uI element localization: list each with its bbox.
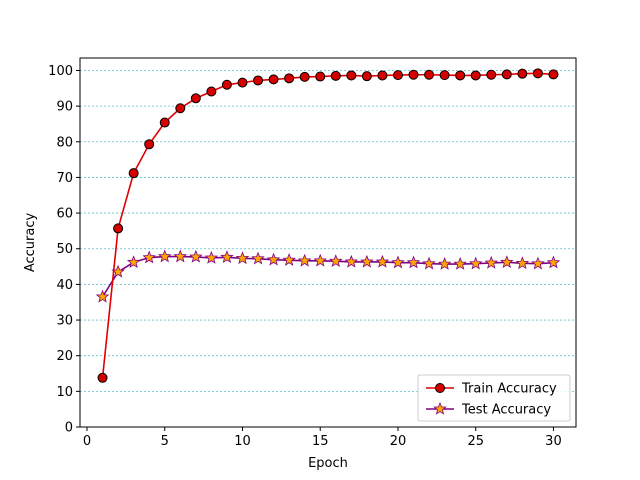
- y-tick-label: 50: [56, 242, 73, 257]
- x-axis-label: Epoch: [308, 456, 348, 471]
- legend-entry-test-accuracy: Test Accuracy: [426, 401, 551, 418]
- train-accuracy-point: [424, 69, 435, 80]
- test-accuracy-point: [531, 256, 545, 270]
- test-accuracy-point: [251, 251, 265, 265]
- test-accuracy-point: [422, 256, 436, 270]
- series-train-accuracy: [97, 68, 559, 383]
- test-accuracy-point: [468, 256, 483, 270]
- test-accuracy-point: [375, 254, 390, 268]
- test-accuracy-point: [220, 250, 234, 264]
- x-tick-label: 10: [234, 434, 251, 449]
- x-axis-ticks: 0 5 10 15 20 25 30: [83, 427, 562, 449]
- train-accuracy-point: [253, 75, 264, 86]
- y-tick-label: 40: [56, 278, 73, 293]
- train-accuracy-point: [532, 68, 543, 79]
- test-accuracy-line: [101, 255, 554, 298]
- test-accuracy-point: [313, 253, 327, 267]
- x-tick-label: 15: [312, 434, 329, 449]
- test-accuracy-point: [437, 256, 452, 270]
- y-tick-label: 20: [56, 349, 73, 364]
- test-accuracy-point: [173, 249, 188, 263]
- train-accuracy-point: [237, 77, 248, 88]
- series-test-accuracy: [95, 249, 561, 303]
- test-accuracy-point: [142, 250, 156, 264]
- test-accuracy-point: [453, 256, 467, 270]
- train-accuracy-point: [548, 69, 559, 80]
- train-accuracy-point: [284, 73, 295, 84]
- test-accuracy-point: [515, 256, 530, 270]
- train-accuracy-point: [175, 103, 186, 114]
- train-accuracy-point: [501, 69, 512, 80]
- y-tick-label: 80: [56, 135, 73, 150]
- legend-marker: [433, 401, 447, 415]
- x-tick-label: 20: [390, 434, 407, 449]
- y-tick-label: 100: [48, 64, 73, 79]
- train-accuracy-line: [101, 72, 554, 378]
- train-accuracy-point: [159, 117, 170, 128]
- legend-marker: [435, 383, 445, 393]
- legend-box: [417, 374, 571, 422]
- train-accuracy-point: [330, 70, 341, 81]
- x-tick-label: 30: [545, 434, 562, 449]
- test-accuracy-point: [360, 254, 374, 268]
- test-accuracy-point: [391, 255, 405, 269]
- test-accuracy-point: [157, 249, 172, 263]
- train-accuracy-point: [206, 86, 217, 97]
- x-tick-label: 0: [83, 434, 91, 449]
- train-accuracy-point: [486, 69, 497, 80]
- y-tick-label: 0: [65, 421, 73, 436]
- test-accuracy-point: [126, 255, 141, 269]
- test-accuracy-point: [204, 250, 219, 264]
- legend: Train Accuracy Test Accuracy: [417, 374, 571, 422]
- test-accuracy-point: [189, 249, 203, 263]
- train-accuracy-point: [470, 70, 481, 81]
- test-accuracy-point: [95, 289, 110, 303]
- train-accuracy-point: [144, 139, 155, 150]
- train-accuracy-point: [299, 71, 310, 82]
- train-accuracy-point: [408, 69, 419, 80]
- x-tick-label: 5: [161, 434, 169, 449]
- train-accuracy-point: [439, 70, 450, 81]
- y-tick-label: 90: [56, 100, 73, 115]
- test-accuracy-point: [329, 254, 343, 267]
- axes-frame: [79, 57, 577, 428]
- legend-label: Test Accuracy: [461, 403, 551, 418]
- train-accuracy-point: [392, 70, 403, 81]
- plot-series: [95, 68, 561, 383]
- test-accuracy-point: [297, 253, 312, 267]
- y-axis-ticks: 0 10 20 30 40 50 60 70 80 90 100: [48, 64, 80, 436]
- grid-lines: [80, 70, 576, 392]
- test-accuracy-point: [235, 251, 250, 265]
- train-accuracy-point: [97, 372, 108, 383]
- legend-label: Train Accuracy: [461, 382, 557, 397]
- x-tick-label: 25: [467, 434, 484, 449]
- train-accuracy-point: [377, 70, 388, 81]
- test-accuracy-point: [282, 253, 296, 266]
- train-accuracy-point: [190, 93, 201, 104]
- train-accuracy-point: [268, 74, 279, 85]
- train-accuracy-point: [361, 71, 372, 82]
- train-accuracy-point: [315, 71, 326, 82]
- legend-entry-train-accuracy: Train Accuracy: [426, 382, 557, 397]
- y-tick-label: 60: [56, 207, 73, 222]
- train-accuracy-point: [113, 223, 124, 234]
- y-axis-label: Accuracy: [23, 213, 38, 273]
- train-accuracy-point: [517, 68, 528, 79]
- train-accuracy-point: [128, 168, 139, 179]
- test-accuracy-point: [546, 255, 561, 269]
- test-accuracy-point: [344, 254, 359, 268]
- test-accuracy-point: [484, 255, 499, 269]
- train-accuracy-point: [221, 79, 232, 90]
- y-tick-label: 10: [56, 385, 73, 400]
- test-accuracy-point: [500, 255, 514, 269]
- test-accuracy-point: [266, 252, 281, 266]
- train-accuracy-point: [346, 70, 357, 81]
- test-accuracy-point: [406, 255, 421, 269]
- y-tick-label: 30: [56, 314, 73, 329]
- train-accuracy-point: [455, 70, 466, 81]
- y-tick-label: 70: [56, 171, 73, 186]
